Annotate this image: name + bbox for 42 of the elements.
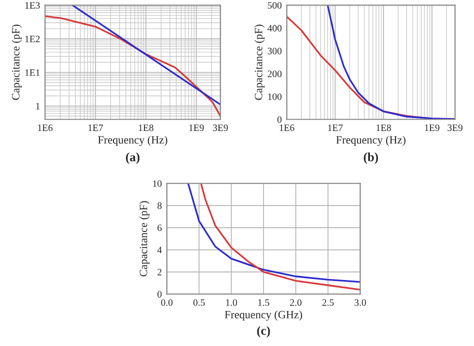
x-tick-label: 1E8	[376, 124, 392, 132]
x-tick-label: 0.5	[193, 299, 205, 306]
x-tick-label: 1.0	[226, 299, 238, 306]
y-tick-label: 2	[158, 268, 162, 276]
y-tick-label: 500	[268, 2, 282, 9]
x-tick-label: 0.0	[161, 299, 173, 306]
x-axis-title: Frequency (Hz)	[336, 136, 406, 146]
text: (a)	[126, 152, 140, 164]
y-tick-label: 4	[157, 246, 162, 254]
x-tick-label: 3E9	[213, 124, 228, 132]
y-tick-label: 1E3	[25, 2, 40, 9]
x-tick-label: 1E8	[138, 124, 154, 132]
y-tick-label: 0	[277, 116, 282, 123]
y-tick-label: 100	[268, 93, 282, 100]
x-tick-label: 1E9	[189, 124, 204, 132]
x-tick-label: 1.5	[258, 299, 270, 306]
x-tick-label: 1E7	[88, 124, 104, 131]
x-tick-label: 3.0	[354, 299, 366, 306]
x-tick-label: 1E6	[280, 124, 294, 132]
y-axis-title: Capacitance (pF)	[12, 24, 22, 100]
x-tick-label: 2.0	[290, 299, 302, 306]
y-tick-label: 10	[153, 180, 162, 187]
y-tick-label: 1E1	[25, 69, 40, 76]
y-tick-label: 8	[157, 202, 162, 209]
x-tick-label: 3E9	[448, 124, 462, 132]
y-tick-label: 300	[268, 48, 282, 54]
y-tick-label: 400	[268, 24, 282, 32]
y-tick-label: 6	[158, 224, 162, 232]
x-tick-label: 1E7	[328, 124, 343, 131]
y-tick-label: 200	[268, 70, 282, 78]
y-tick-label: 1E2	[25, 36, 40, 42]
x-axis-title: Frequency (Hz)	[98, 136, 168, 146]
y-axis-title: Capacitance (pF)	[139, 201, 150, 276]
x-tick-label: 2.5	[322, 299, 334, 306]
y-axis-title: Capacitance (pF)	[254, 24, 265, 100]
text: (b)	[364, 152, 378, 164]
y-tick-label: 0	[157, 291, 162, 298]
x-tick-label: 1E6	[38, 124, 53, 132]
x-axis-title: Frequency (GHz)	[224, 310, 302, 321]
y-tick-label: 1	[36, 102, 40, 110]
text: (c)	[257, 326, 270, 338]
x-tick-label: 1E9	[424, 124, 440, 132]
